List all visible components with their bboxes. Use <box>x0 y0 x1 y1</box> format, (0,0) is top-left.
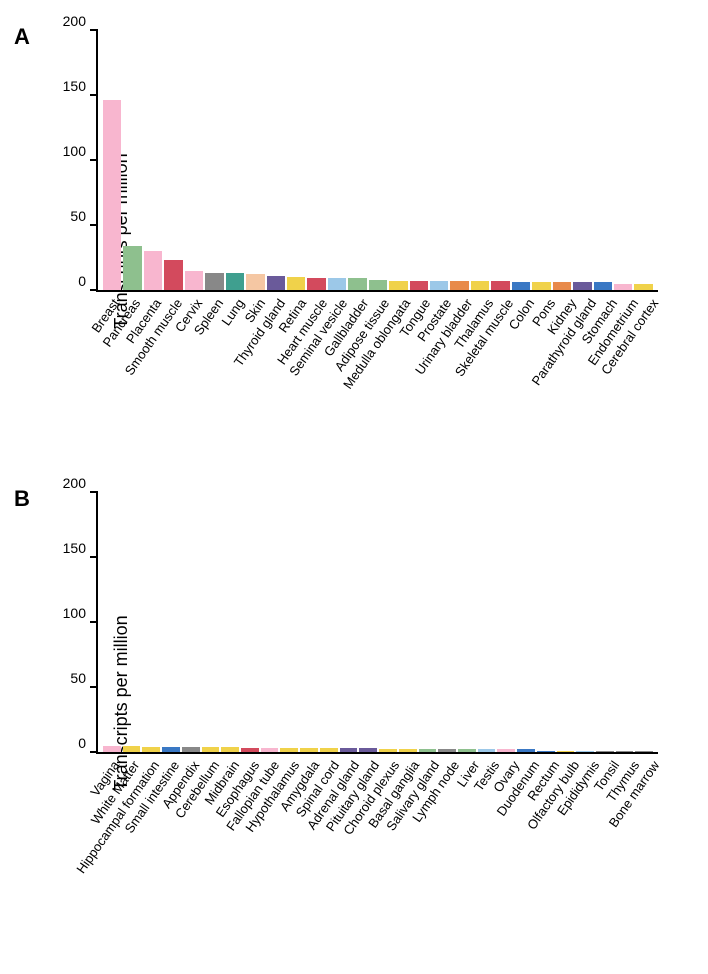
bar <box>300 748 318 752</box>
bar <box>246 274 264 290</box>
y-tick-label: 150 <box>63 78 86 94</box>
bar <box>517 749 535 752</box>
bar <box>557 751 575 752</box>
bar <box>594 282 612 290</box>
bar <box>537 751 555 752</box>
y-tick <box>90 491 98 493</box>
panel-a: ATranscripts per million050100150200Brea… <box>20 30 688 452</box>
y-tick <box>90 94 98 96</box>
bar <box>328 278 346 290</box>
plot-area: 050100150200 <box>96 492 658 754</box>
bar <box>202 747 220 752</box>
bar <box>573 282 591 290</box>
bar <box>616 751 634 752</box>
bar <box>142 747 160 752</box>
panel-b: BTranscripts per million050100150200Vagi… <box>20 492 688 914</box>
bar <box>241 748 259 752</box>
bar <box>389 281 407 290</box>
bar <box>123 746 141 753</box>
bar <box>419 749 437 752</box>
bar <box>144 251 162 290</box>
y-tick-label: 0 <box>78 735 86 751</box>
bar <box>614 284 632 291</box>
panel-label: B <box>14 486 30 512</box>
bar <box>430 281 448 290</box>
y-tick-label: 0 <box>78 273 86 289</box>
bar <box>185 271 203 291</box>
bar <box>478 749 496 752</box>
bar <box>635 751 653 752</box>
bar <box>226 273 244 290</box>
bar <box>532 282 550 290</box>
bar <box>399 749 417 752</box>
bar <box>497 749 515 752</box>
bar <box>379 749 397 752</box>
bars-container <box>98 30 658 290</box>
y-tick <box>90 289 98 291</box>
y-tick <box>90 29 98 31</box>
y-tick <box>90 751 98 753</box>
bar <box>491 281 509 290</box>
y-tick <box>90 621 98 623</box>
bar <box>596 751 614 752</box>
y-tick <box>90 159 98 161</box>
bar <box>410 281 428 290</box>
plot-area: 050100150200 <box>96 30 658 292</box>
bar <box>359 748 377 752</box>
y-tick <box>90 556 98 558</box>
bar <box>221 747 239 752</box>
bar <box>471 281 489 290</box>
bar <box>280 748 298 752</box>
y-tick-label: 100 <box>63 605 86 621</box>
bar <box>348 278 366 290</box>
bar <box>182 747 200 752</box>
bar <box>287 277 305 290</box>
y-tick-label: 200 <box>63 13 86 29</box>
panel-label: A <box>14 24 30 50</box>
bar <box>205 273 223 290</box>
bar <box>103 100 121 290</box>
bar <box>576 751 594 752</box>
bar <box>438 749 456 752</box>
y-tick <box>90 686 98 688</box>
bar <box>164 260 182 290</box>
bar <box>162 747 180 752</box>
bars-container <box>98 492 658 752</box>
bar <box>450 281 468 290</box>
y-tick-label: 150 <box>63 540 86 556</box>
y-tick-label: 200 <box>63 475 86 491</box>
bar <box>307 278 325 290</box>
bar <box>634 284 652 291</box>
y-tick-label: 50 <box>70 208 86 224</box>
chart-wrap: Transcripts per million050100150200Breas… <box>96 30 688 452</box>
bar <box>458 749 476 752</box>
bar <box>320 748 338 752</box>
bar <box>553 282 571 290</box>
bar <box>369 280 387 290</box>
y-tick-label: 50 <box>70 670 86 686</box>
chart-wrap: Transcripts per million050100150200Vagin… <box>96 492 688 914</box>
bar <box>261 748 279 752</box>
y-tick <box>90 224 98 226</box>
y-tick-label: 100 <box>63 143 86 159</box>
bar <box>267 276 285 290</box>
bar <box>512 282 530 290</box>
bar <box>103 746 121 753</box>
bar <box>340 748 358 752</box>
bar <box>123 246 141 290</box>
